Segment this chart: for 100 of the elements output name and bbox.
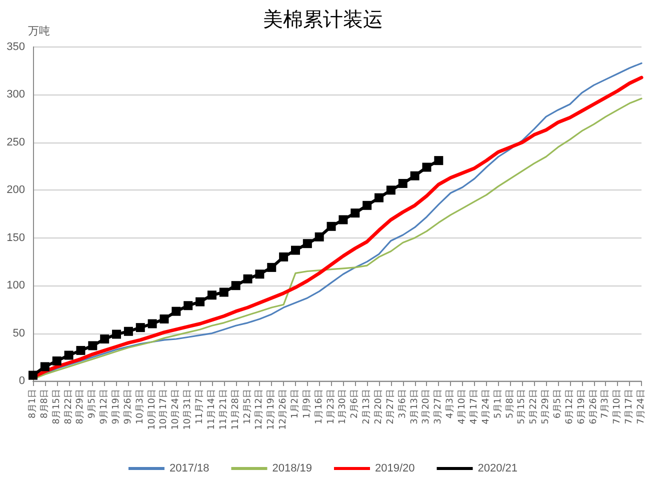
- x-tick-label: 3月20日: [422, 389, 432, 424]
- x-tick-label: 10月17日: [159, 389, 170, 430]
- point: [76, 346, 86, 355]
- x-tick-label: 8月22日: [64, 389, 74, 424]
- legend-label: 2018/19: [272, 462, 312, 474]
- x-tick-label: 1月30日: [338, 389, 348, 424]
- point: [267, 262, 276, 272]
- x-tick-label: 10月10日: [147, 389, 158, 430]
- point: [255, 270, 264, 279]
- x-tick-label: 3月13日: [410, 389, 420, 424]
- point: [302, 239, 312, 248]
- x-tick-label: 11月21日: [218, 389, 229, 430]
- point: [243, 274, 252, 284]
- point: [374, 193, 384, 202]
- point: [326, 222, 336, 231]
- y-tick-label: 50: [12, 327, 25, 340]
- legend-label: 2020/21: [478, 462, 518, 474]
- x-tick-label: 1月9日: [302, 389, 312, 418]
- x-tick-label: 5月22日: [529, 389, 540, 424]
- x-tick-label: 12月5日: [242, 389, 253, 424]
- y-tick-label: 350: [6, 41, 25, 53]
- x-tick-label: 11月28日: [230, 389, 241, 430]
- x-tick-label: 7月17日: [624, 389, 635, 424]
- point: [398, 178, 408, 188]
- x-tick-label: 8月1日: [28, 389, 38, 418]
- x-tick-label: 4月3日: [446, 389, 456, 418]
- point: [52, 356, 62, 366]
- point: [124, 326, 133, 336]
- point: [338, 215, 348, 224]
- point: [112, 330, 122, 339]
- point: [290, 246, 300, 255]
- x-tick-label: 10月24日: [171, 389, 182, 430]
- x-tick-label: 3月6日: [398, 389, 408, 418]
- x-tick-label: 4月10日: [458, 389, 468, 424]
- x-tick-label: 9月26日: [123, 389, 134, 424]
- x-tick-label: 12月12日: [254, 389, 265, 430]
- legend-label: 2019/20: [375, 462, 415, 474]
- point: [196, 297, 205, 306]
- x-tick-label: 2月27日: [386, 389, 396, 424]
- x-tick-label: 11月14日: [206, 389, 217, 430]
- y-tick-label: 250: [6, 136, 25, 148]
- x-tick-label: 1月2日: [290, 389, 300, 418]
- point: [231, 281, 240, 290]
- point: [28, 370, 38, 380]
- x-tick-label: 8月8日: [40, 389, 50, 418]
- x-tick-label: 4月24日: [481, 389, 492, 424]
- point: [434, 156, 444, 166]
- point: [184, 301, 193, 310]
- x-tick-label: 10月3日: [135, 389, 146, 424]
- point: [136, 323, 145, 332]
- x-tick-label: 5月29日: [541, 389, 552, 424]
- x-tick-label: 3月27日: [434, 389, 444, 424]
- x-tick-label: 7月10日: [612, 389, 623, 424]
- point: [207, 290, 216, 300]
- x-tick-label: 2月6日: [350, 389, 360, 418]
- point: [148, 319, 157, 328]
- y-tick-label: 200: [6, 184, 25, 196]
- x-tick-label: 5月8日: [505, 389, 516, 418]
- x-tick-label: 9月5日: [88, 389, 98, 418]
- point: [100, 334, 110, 344]
- x-tick-label: 4月17日: [469, 389, 480, 424]
- point: [314, 232, 324, 242]
- point: [160, 314, 169, 324]
- x-tick-label: 1月16日: [314, 389, 324, 424]
- x-tick-label: 6月26日: [588, 389, 599, 424]
- point: [410, 171, 420, 180]
- x-tick-label: 6月19日: [576, 389, 587, 424]
- point: [386, 186, 396, 195]
- point: [64, 350, 74, 360]
- x-tick-label: 12月19日: [266, 389, 277, 430]
- x-tick-label: 8月15日: [52, 389, 62, 424]
- y-tick-label: 100: [6, 280, 25, 292]
- legend-label: 2017/18: [169, 462, 210, 474]
- x-tick-label: 2月13日: [362, 389, 372, 424]
- x-tick-label: 5月15日: [517, 389, 528, 424]
- point: [219, 288, 228, 297]
- x-tick-label: 7月3日: [600, 389, 611, 418]
- point: [362, 200, 372, 210]
- chart-title: 美棉累计装运: [263, 7, 383, 31]
- x-tick-label: 9月12日: [100, 389, 110, 424]
- y-tick-label: 0: [18, 375, 25, 387]
- y-axis-title: 万吨: [28, 24, 50, 38]
- y-tick-label: 300: [6, 88, 25, 101]
- point: [88, 341, 98, 350]
- point: [350, 208, 360, 218]
- x-tick-label: 12月26日: [278, 389, 289, 430]
- point: [279, 252, 288, 262]
- x-tick-label: 6月12日: [564, 389, 575, 424]
- x-tick-label: 7月24日: [636, 389, 646, 424]
- point: [172, 306, 181, 316]
- y-tick-label: 150: [6, 232, 25, 244]
- point: [40, 362, 50, 372]
- x-tick-label: 6月5日: [552, 389, 563, 418]
- x-tick-label: 1月23日: [326, 389, 336, 424]
- x-tick-label: 11月7日: [195, 389, 206, 424]
- x-tick-label: 9月19日: [112, 389, 122, 424]
- x-tick-label: 8月29日: [76, 389, 86, 424]
- x-tick-label: 5月1日: [493, 389, 504, 418]
- point: [422, 162, 432, 172]
- x-tick-label: 2月20日: [374, 389, 384, 424]
